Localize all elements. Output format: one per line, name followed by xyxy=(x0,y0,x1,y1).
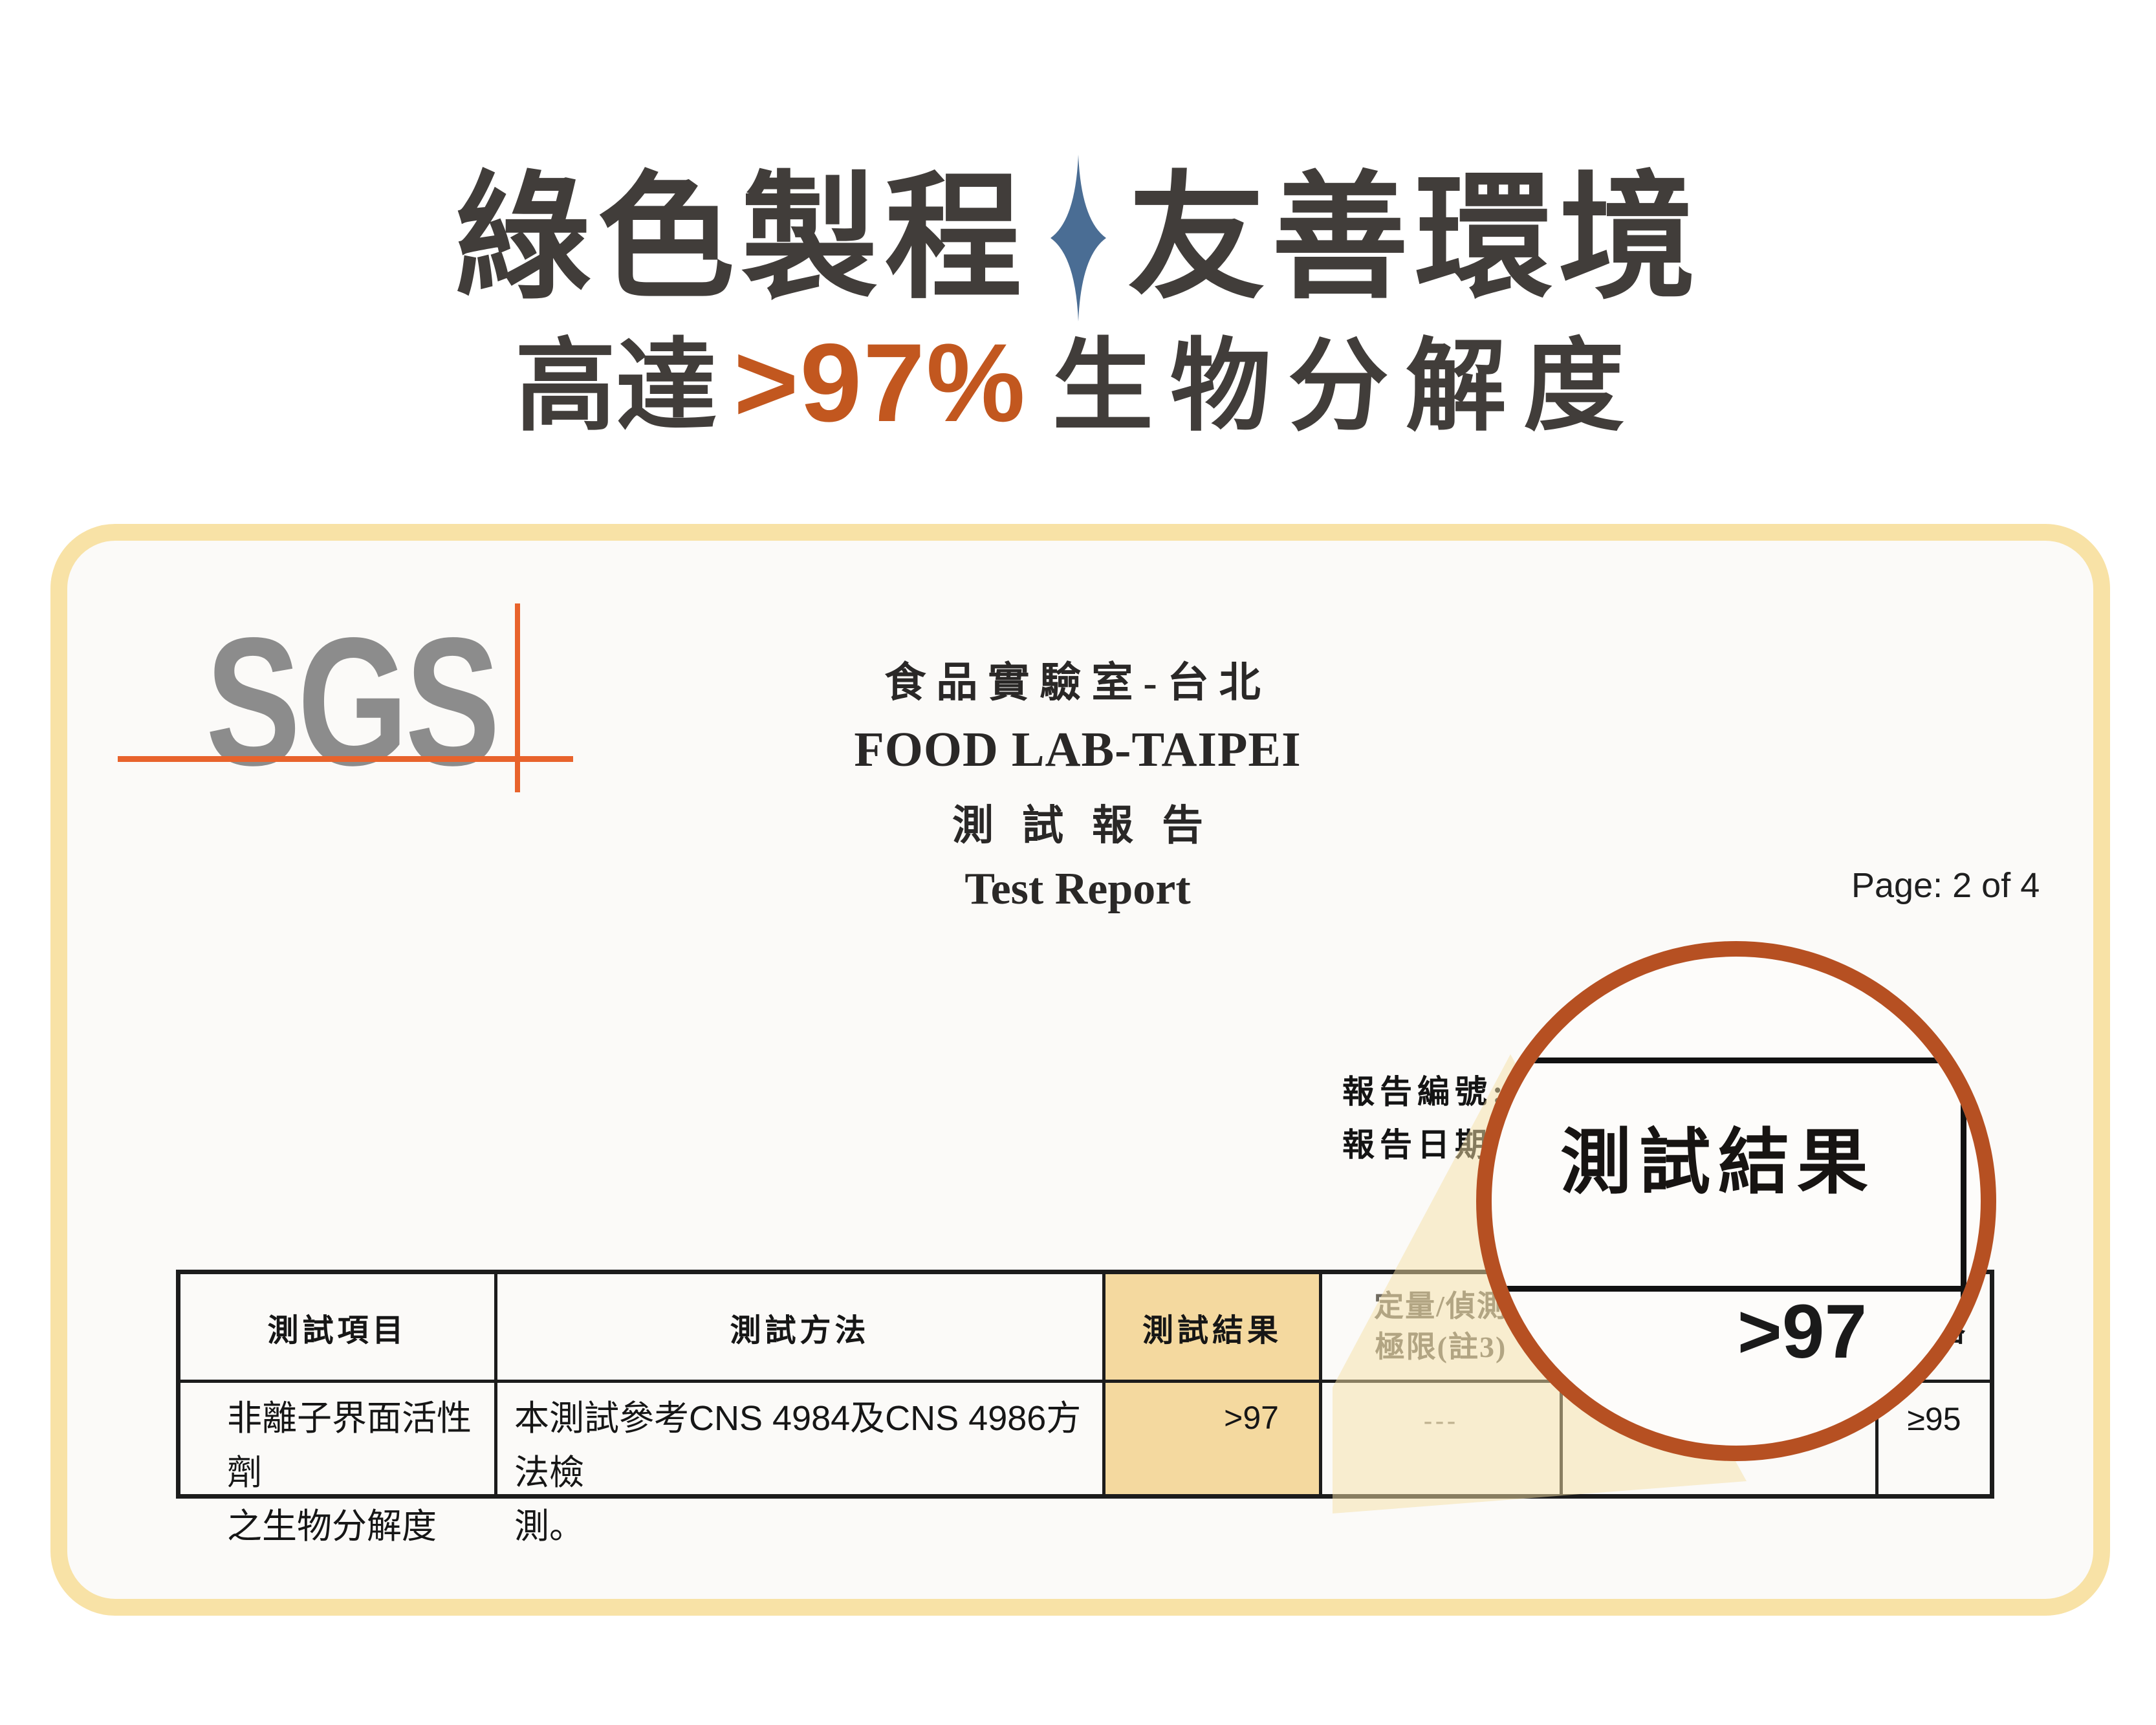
hero-title-right: 友善環境 xyxy=(1127,161,1703,314)
table-cell-middle xyxy=(1563,1383,1878,1494)
magnified-cell-right-border xyxy=(1961,1058,1966,1316)
column-header-test-item: 測試項目 xyxy=(180,1274,497,1383)
test-item-line1: 非離子界面活性劑 xyxy=(227,1399,472,1492)
test-method-line2: 測。 xyxy=(514,1507,584,1546)
lab-name-en: FOOD LAB-TAIPEI xyxy=(854,722,1301,777)
hero-subtitle: 高達 >97% 生物分解度 xyxy=(0,327,2156,439)
test-method-line1: 本測試參考CNS 4984及CNS 4986方法檢 xyxy=(514,1399,1082,1492)
detection-limit-line2: 極限(註3) xyxy=(1375,1330,1507,1363)
report-number-label: 報告編號: xyxy=(1342,1074,1508,1110)
table-cell-test-item: 非離子界面活性劑 之生物分解度 xyxy=(180,1383,497,1546)
magnifier-circle: 測試結果 >97 xyxy=(1476,941,1996,1461)
sparkle-icon xyxy=(1050,155,1106,321)
subtitle-prefix: 高達 xyxy=(515,331,717,443)
column-header-test-result: 測試結果 xyxy=(1105,1274,1322,1383)
sgs-crosshair-horizontal xyxy=(118,756,573,762)
column-header-test-method: 測試方法 xyxy=(497,1274,1105,1383)
table-cell-test-method: 本測試參考CNS 4984及CNS 4986方法檢 測。 xyxy=(497,1383,1105,1546)
test-item-line2: 之生物分解度 xyxy=(227,1507,437,1546)
table-cell-detection-limit: --- xyxy=(1322,1383,1563,1494)
report-title-en: Test Report xyxy=(964,864,1191,914)
sgs-logo: SGS xyxy=(206,600,500,803)
sgs-crosshair-vertical xyxy=(515,603,520,792)
hero-title: 綠色製程 友善環境 xyxy=(0,141,2156,335)
magnified-result-header: 測試結果 xyxy=(1560,1123,1876,1202)
page-number: Page: 2 of 4 xyxy=(1851,866,2040,905)
subtitle-suffix: 生物分解度 xyxy=(1052,331,1641,443)
subtitle-highlight: >97% xyxy=(734,321,1027,445)
detection-limit-line1: 定量/偵測 xyxy=(1374,1290,1508,1323)
table-cell-test-result: >97 xyxy=(1105,1383,1322,1494)
hero-title-left: 綠色製程 xyxy=(453,161,1029,314)
report-header: 食品實驗室-台北 FOOD LAB-TAIPEI 測試報告 Test Repor… xyxy=(754,649,1401,915)
table-cell-spec: ≥95 xyxy=(1907,1401,1961,1437)
report-title-zh: 測試報告 xyxy=(952,803,1232,849)
lab-name-zh: 食品實驗室-台北 xyxy=(884,660,1271,706)
magnified-cell-top-border xyxy=(1492,1058,1981,1063)
magnified-result-value: >97 xyxy=(1737,1289,1867,1374)
